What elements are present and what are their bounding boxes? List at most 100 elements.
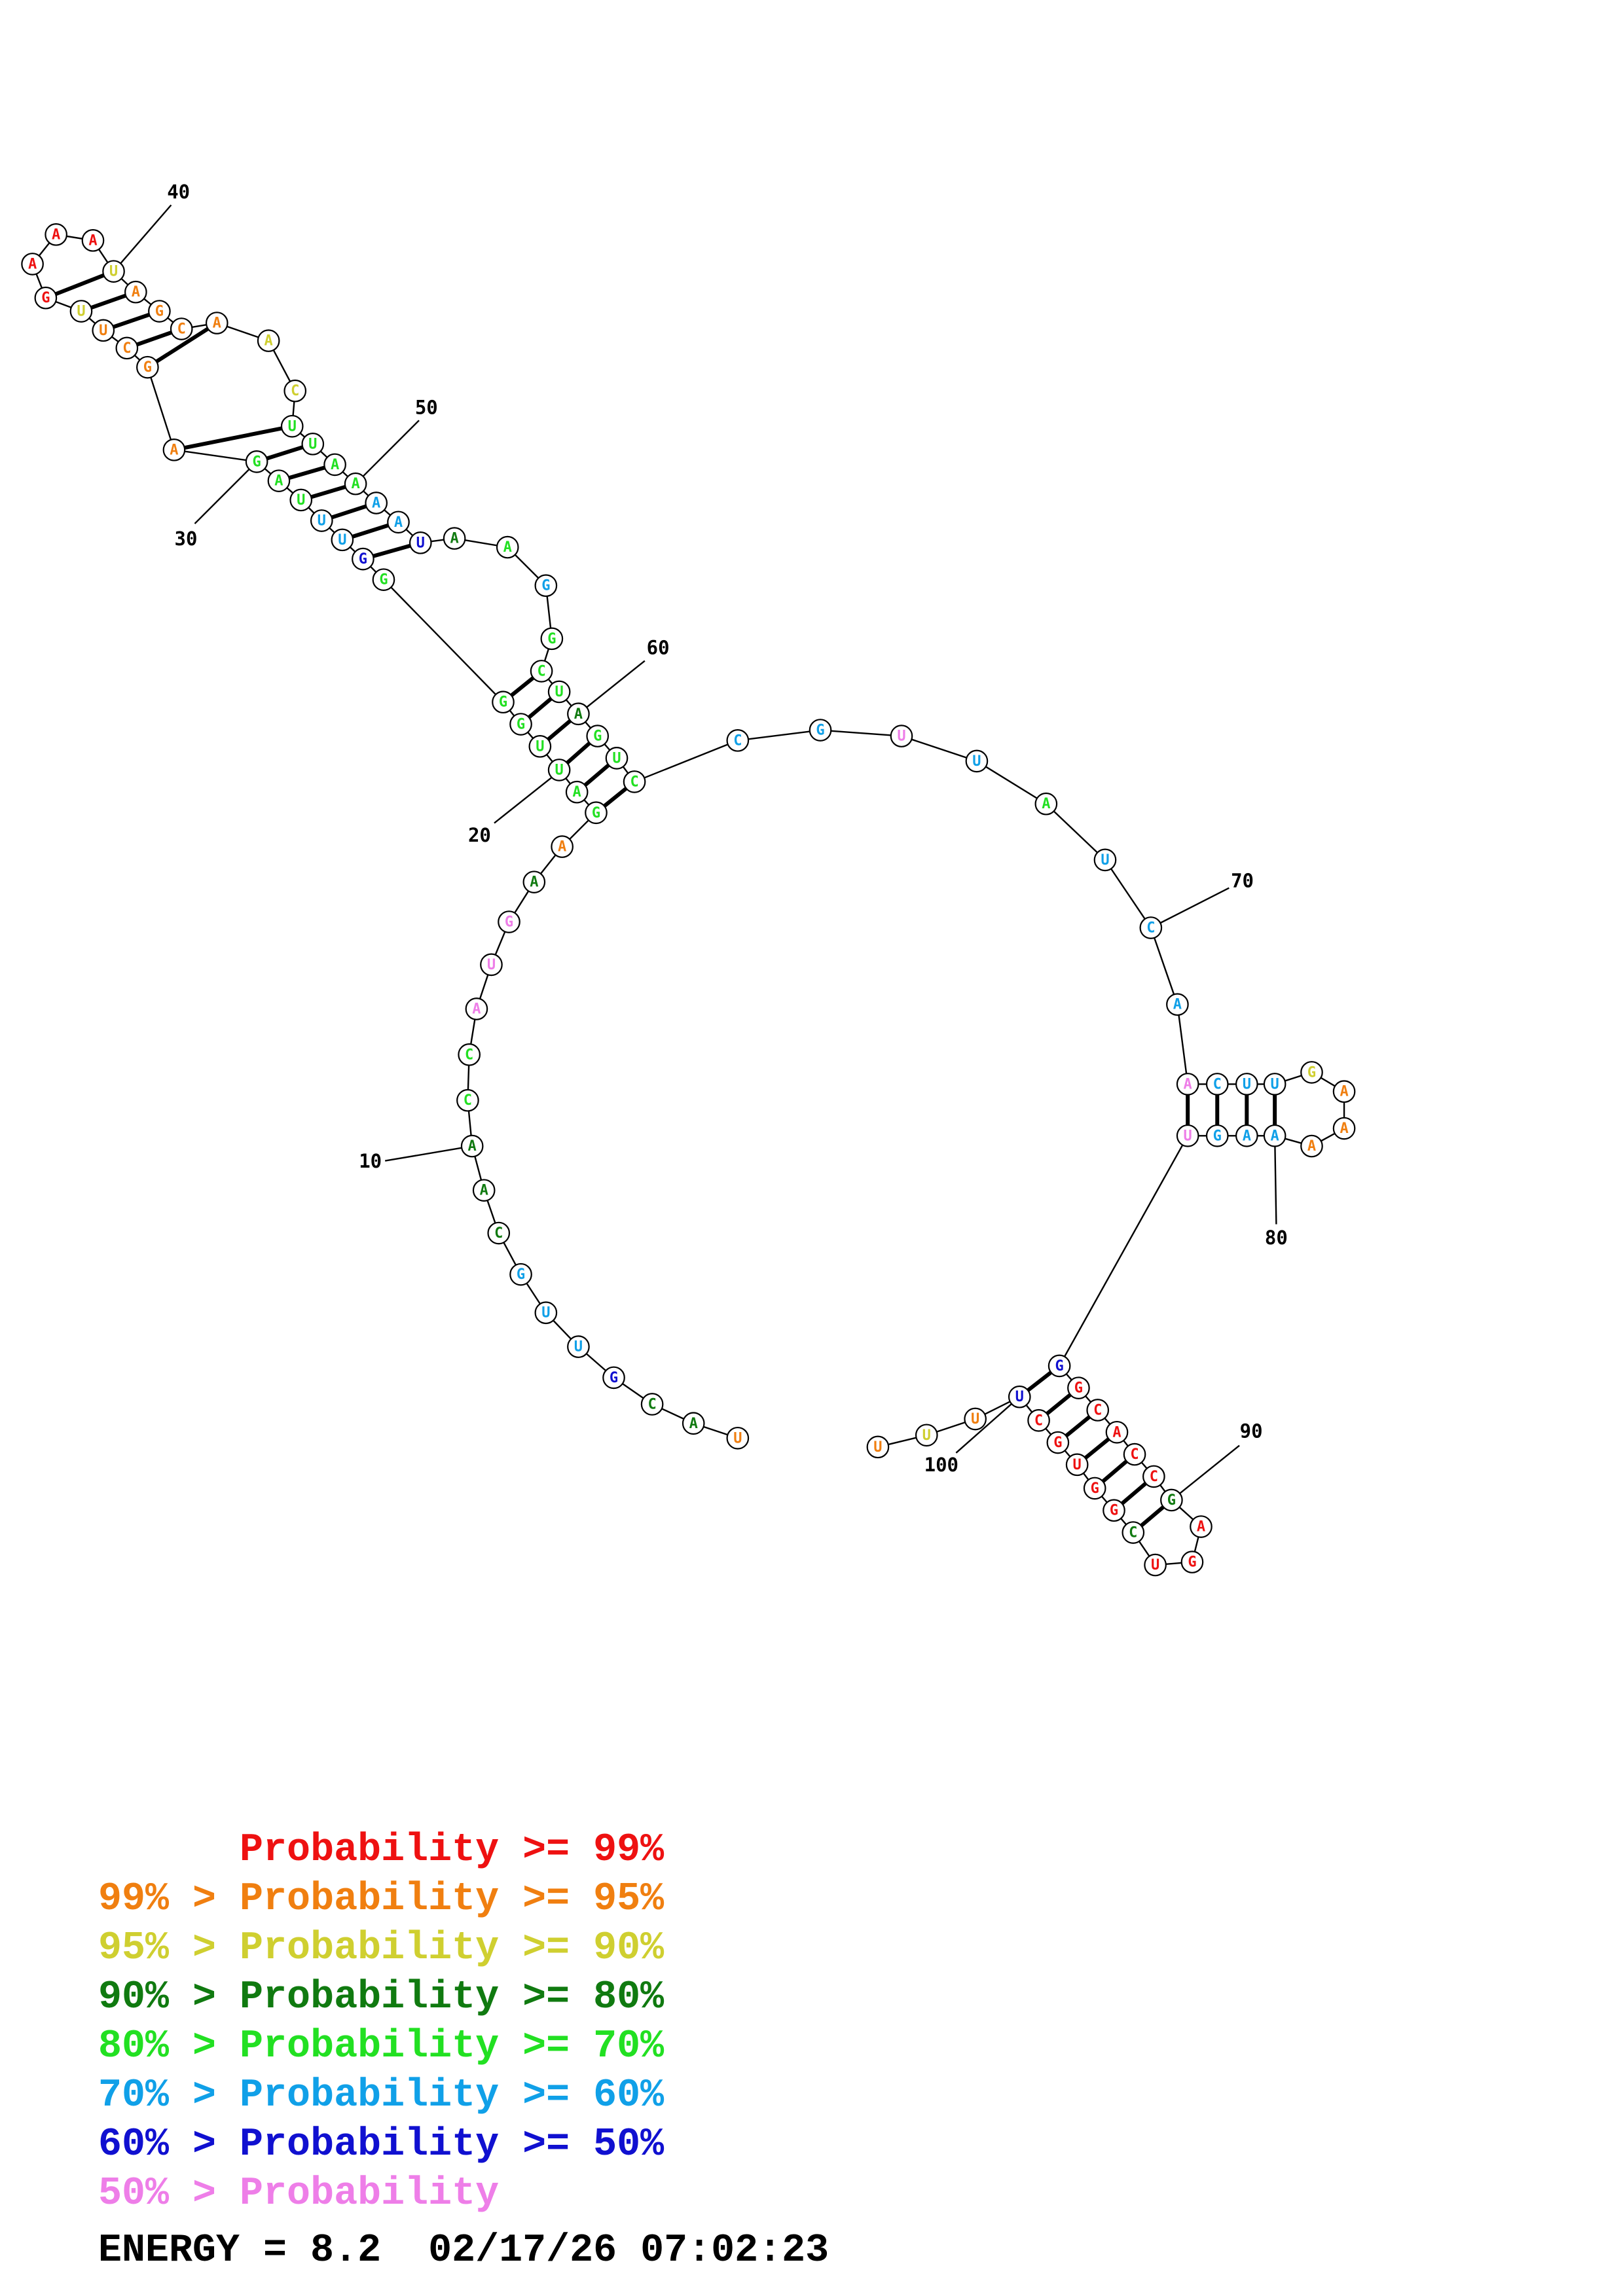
legend-threshold: 95% > — [98, 1926, 240, 1971]
nucleotide-letter: U — [971, 1411, 979, 1427]
nucleotide-letter: C — [494, 1225, 503, 1242]
nucleotide-letter: A — [28, 256, 37, 272]
nucleotide-letter: U — [536, 738, 544, 755]
nucleotide: U — [331, 528, 354, 552]
nucleotide-letter: C — [1034, 1412, 1043, 1429]
nucleotide: A — [1300, 1134, 1323, 1158]
nucleotide-circle — [1046, 1431, 1070, 1454]
legend-row: 95% > Probability >= 90% — [98, 1924, 664, 1973]
nucleotide-circle — [34, 286, 58, 310]
backbone-segment — [1046, 803, 1106, 861]
nucleotide-letter: C — [122, 340, 131, 357]
nucleotide-circle — [1123, 1443, 1146, 1466]
nucleotide: A — [443, 527, 466, 550]
nucleotide: A — [344, 472, 367, 495]
nucleotide-letter: G — [1213, 1128, 1222, 1144]
nucleotide-letter: U — [1151, 1557, 1159, 1573]
position-ticks — [113, 204, 1277, 1501]
nucleotide-circle — [965, 749, 989, 773]
nucleotide-circle — [205, 312, 228, 334]
nucleotide-letter: G — [1055, 1358, 1063, 1374]
nucleotide: C — [530, 660, 553, 683]
nucleotide-circle — [522, 870, 546, 894]
nucleotide-circle — [92, 319, 115, 342]
nucleotide-circle — [323, 453, 346, 476]
nucleotide-letter: C — [537, 663, 545, 679]
nucleotide-circle — [1083, 1477, 1106, 1500]
nucleotide-circle — [472, 1179, 496, 1202]
nucleotide-circle — [387, 511, 410, 534]
nucleotide: A — [1332, 1117, 1356, 1140]
nucleotide: A — [81, 229, 105, 252]
legend-row: 70% > Probability >= 60% — [98, 2072, 664, 2121]
nucleotide-letter: A — [503, 539, 512, 556]
legend-text: Probability >= 99% — [240, 1828, 665, 1873]
nucleotide-letter: U — [318, 513, 326, 529]
backbone-segment — [820, 729, 902, 737]
nucleotide: U — [567, 1335, 590, 1358]
tick-line — [1150, 887, 1230, 929]
nucleotide-letter: G — [517, 717, 525, 733]
nucleotide-circle — [283, 379, 307, 403]
nucleotide-letter: G — [143, 359, 152, 376]
nucleotide-circle — [509, 713, 532, 736]
nucleotide: A — [682, 1412, 705, 1435]
nucleotide-letter: G — [547, 631, 556, 647]
nucleotide-circle — [540, 627, 564, 651]
nucleotide: U — [965, 749, 989, 773]
nucleotide: A — [1166, 993, 1189, 1016]
nucleotide-letter: C — [464, 1092, 472, 1109]
nucleotide: A — [1235, 1124, 1258, 1147]
nucleotide-letter: G — [610, 1370, 618, 1386]
nucleotide-letter: C — [1129, 1525, 1137, 1541]
nucleotide-letter: U — [1243, 1076, 1251, 1092]
legend-text: Probability >= 90% — [240, 1926, 665, 1971]
nucleotide-circle — [1103, 1499, 1125, 1522]
legend-row: 50% > Probability — [98, 2170, 664, 2219]
nucleotide: U — [547, 680, 571, 704]
nucleotide: G — [136, 355, 159, 379]
nucleotide-letter: G — [379, 572, 388, 588]
nucleotide-circle — [162, 439, 186, 461]
nucleotide: G — [1048, 1354, 1071, 1378]
backbone-segment — [1059, 1135, 1189, 1367]
tick-line — [113, 204, 172, 272]
nucleotide: U — [92, 319, 115, 342]
base-pair-bond — [45, 269, 115, 300]
nucleotide-circle — [1086, 1399, 1110, 1422]
nucleotide-circle — [530, 660, 553, 683]
nucleotide-circle — [547, 759, 571, 781]
position-label: 20 — [468, 824, 491, 846]
position-label: 80 — [1265, 1227, 1288, 1249]
nucleotide-letter: G — [359, 551, 367, 567]
nucleotide: A — [1332, 1080, 1356, 1103]
nucleotide-letter: A — [1243, 1128, 1251, 1144]
nucleotide: U — [547, 759, 571, 781]
nucleotide: U — [605, 747, 629, 770]
nucleotide-circle — [1160, 1488, 1183, 1512]
nucleotide: A — [567, 702, 590, 726]
nucleotide: G — [372, 568, 395, 592]
position-label: 90 — [1240, 1420, 1263, 1442]
nucleotide-letter: A — [468, 1138, 477, 1155]
base-pair-bond — [146, 321, 218, 369]
nucleotide: A — [1176, 1073, 1199, 1096]
nucleotide-circle — [352, 547, 374, 571]
nucleotide: C — [726, 728, 750, 752]
nucleotide: A — [460, 1134, 484, 1158]
nucleotide-letter: G — [1091, 1480, 1099, 1497]
nucleotide: G — [1180, 1551, 1204, 1573]
nucleotide-letter: U — [612, 750, 621, 766]
tick-line — [494, 776, 553, 824]
nucleotide-letter: G — [1167, 1492, 1176, 1509]
nucleotide-letter: C — [1150, 1469, 1158, 1485]
nucleotide-circle — [245, 450, 268, 473]
nucleotide-letter: U — [297, 492, 305, 509]
nucleotide-letter: G — [41, 290, 50, 306]
nucleotide-circle — [567, 1335, 590, 1358]
backbone-segment — [1104, 859, 1152, 929]
legend-text: Probability >= 50% — [240, 2123, 665, 2167]
nucleotide-letter: A — [352, 476, 360, 492]
legend-threshold: 50% > — [98, 2172, 240, 2216]
nucleotide: C — [170, 317, 193, 340]
